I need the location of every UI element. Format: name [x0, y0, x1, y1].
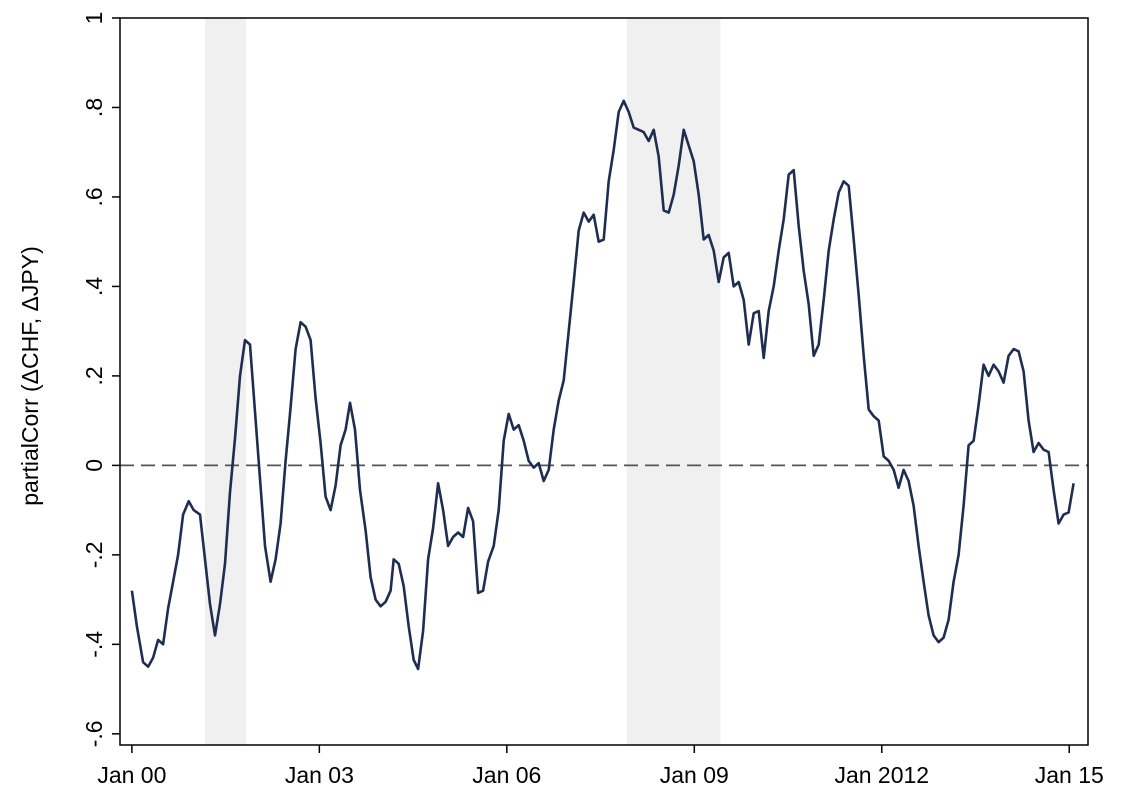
plot-frame	[119, 17, 1089, 746]
y-tick-label: -.6	[81, 720, 107, 747]
x-tick-label: Jan 06	[472, 762, 541, 788]
x-tick-label: Jan 09	[660, 762, 729, 788]
x-tick-label: Jan 15	[1035, 762, 1104, 788]
y-tick-label: 0	[81, 459, 107, 472]
shaded-period	[626, 18, 721, 745]
y-tick-label: .8	[81, 98, 107, 117]
y-tick-label: .6	[81, 187, 107, 206]
y-tick-label: .2	[81, 366, 107, 385]
x-tick-label: Jan 00	[97, 762, 166, 788]
y-tick-label: -.2	[81, 541, 107, 568]
x-tick-label: Jan 03	[285, 762, 354, 788]
y-tick-label: 1	[81, 12, 107, 25]
y-tick-label: -.4	[81, 631, 107, 658]
y-axis-label: partialCorr (ΔCHF, ΔJPY)	[17, 246, 43, 505]
data-line	[130, 99, 1075, 671]
y-tick-label: .4	[81, 277, 107, 296]
x-tick-label: Jan 2012	[834, 762, 929, 788]
